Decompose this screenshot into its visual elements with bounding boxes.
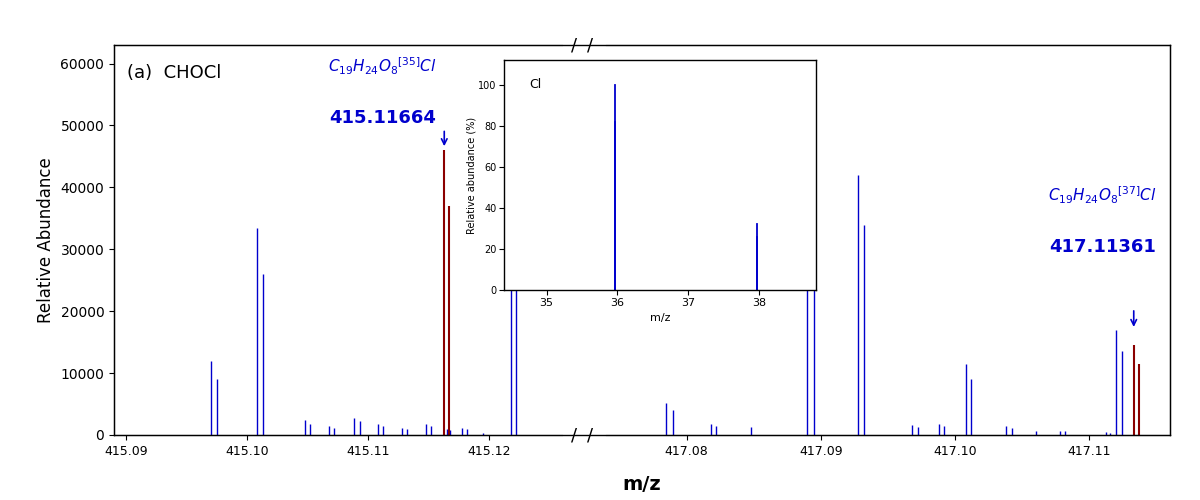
Text: /: / — [587, 426, 593, 444]
Text: (a)  CHOCl: (a) CHOCl — [127, 64, 222, 82]
Y-axis label: Relative Abundance: Relative Abundance — [37, 157, 55, 323]
Text: Cl: Cl — [529, 78, 541, 90]
Text: $C_{19}H_{24}O_8{}^{[35]}Cl$: $C_{19}H_{24}O_8{}^{[35]}Cl$ — [328, 56, 437, 77]
Y-axis label: Relative abundance (%): Relative abundance (%) — [467, 116, 476, 234]
Text: 415.11664: 415.11664 — [329, 109, 436, 127]
Text: m/z: m/z — [623, 475, 661, 494]
X-axis label: m/z: m/z — [649, 313, 671, 323]
Text: /: / — [571, 36, 577, 54]
Text: /: / — [587, 36, 593, 54]
Text: 417.11361: 417.11361 — [1049, 238, 1156, 256]
Text: /: / — [571, 426, 577, 444]
Text: $C_{19}H_{24}O_8{}^{[37]}Cl$: $C_{19}H_{24}O_8{}^{[37]}Cl$ — [1048, 184, 1157, 206]
